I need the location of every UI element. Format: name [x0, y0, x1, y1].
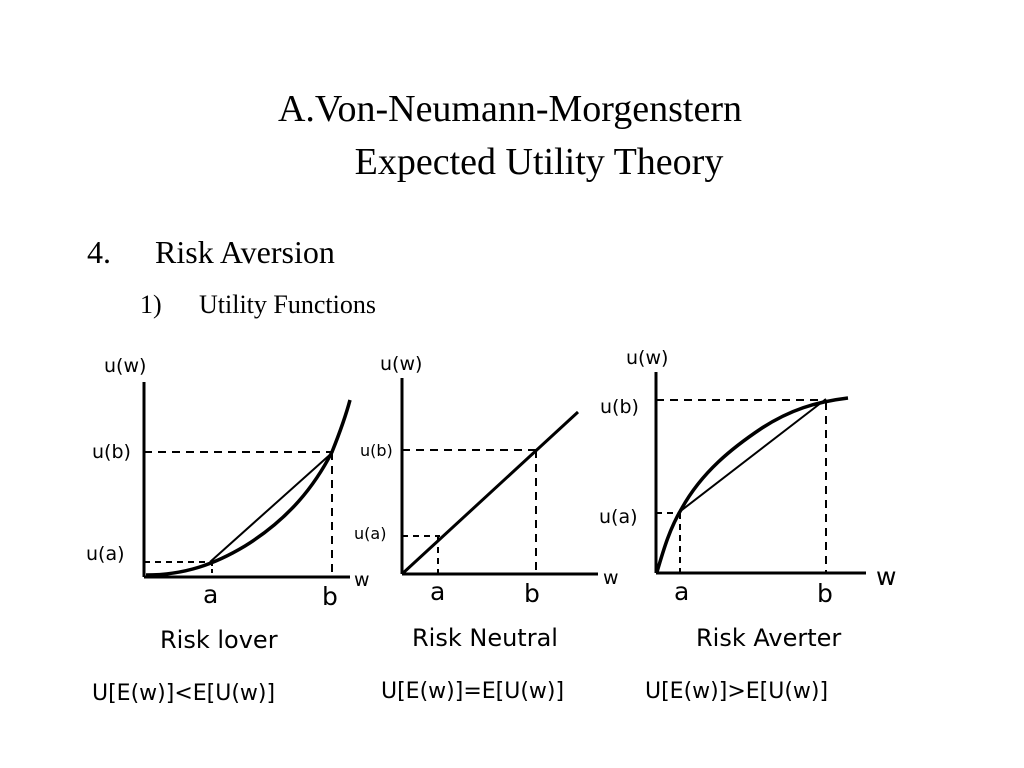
ua-label: u(a)	[599, 506, 638, 528]
convex-utility-curve	[145, 399, 352, 577]
linear-utility-line	[400, 410, 580, 576]
x-axis-label: w	[354, 569, 370, 591]
inequality: U[E(w)]=E[U(w)]	[381, 679, 564, 704]
panel-caption: Risk lover	[160, 626, 278, 654]
chord	[209, 451, 334, 563]
b-tick-label: b	[524, 579, 540, 608]
b-tick-label: b	[817, 579, 833, 608]
panel-caption: Risk Averter	[696, 624, 841, 652]
panel-risk-neutral: u(w) u(b) u(a) w a b Risk Neutral U[E(w)…	[354, 353, 619, 704]
section-title: Risk Aversion	[155, 234, 335, 270]
subsection-heading: 1) Utility Functions	[140, 290, 376, 320]
a-tick-label: a	[674, 577, 689, 606]
subsection-number: 1)	[140, 290, 162, 319]
panel-risk-averter: u(w) u(b) u(a) w a b Risk Averter U[E(w)…	[599, 347, 896, 704]
slide-title-line-1: A.Von-Neumann-Morgenstern	[277, 88, 742, 130]
subsection-title: Utility Functions	[199, 290, 376, 319]
ua-label: u(a)	[354, 524, 386, 543]
inequality: U[E(w)]<E[U(w)]	[92, 681, 275, 706]
section-number: 4.	[87, 234, 111, 270]
ua-label: u(a)	[86, 543, 125, 565]
x-axis-label: w	[603, 567, 619, 589]
y-axis-label: u(w)	[104, 355, 146, 377]
concave-utility-curve	[655, 396, 849, 573]
panel-caption: Risk Neutral	[412, 624, 558, 652]
y-axis-label: u(w)	[380, 353, 422, 375]
ub-label: u(b)	[600, 396, 639, 418]
panel-risk-lover: u(w) u(b) u(a) w a b Risk lover U[E(w)]<…	[86, 355, 370, 706]
y-axis-label: u(w)	[626, 347, 668, 369]
inequality: U[E(w)]>E[U(w)]	[645, 679, 828, 704]
ub-label: u(b)	[360, 441, 393, 460]
x-axis-label: w	[876, 562, 896, 591]
chord	[677, 398, 827, 514]
a-tick-label: a	[203, 580, 218, 609]
b-tick-label: b	[322, 582, 338, 611]
section-heading: 4. Risk Aversion	[87, 234, 335, 271]
slide-title-line-2: Expected Utility Theory	[354, 141, 724, 183]
ub-label: u(b)	[92, 441, 131, 463]
a-tick-label: a	[430, 577, 445, 606]
